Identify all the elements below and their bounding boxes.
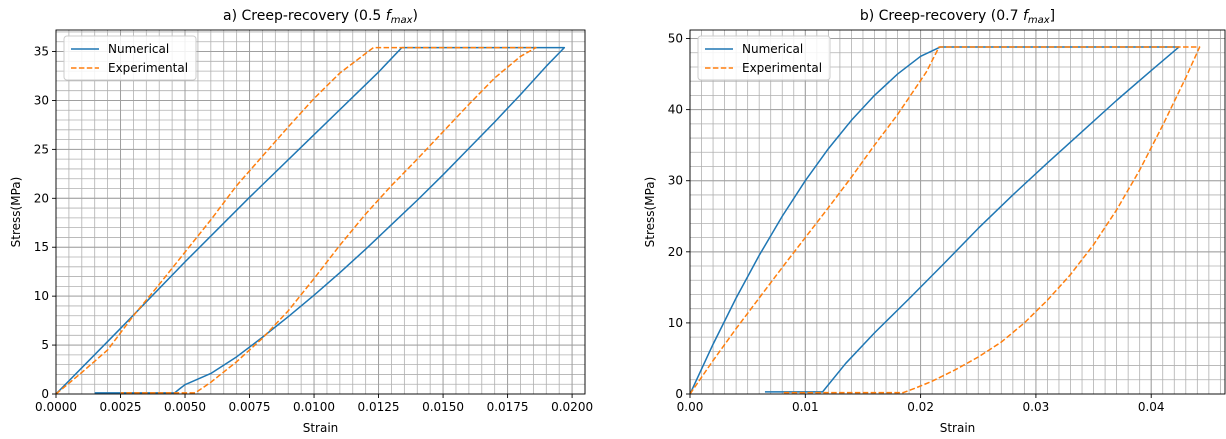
y-tick-label: 50 (668, 32, 683, 46)
x-axis-label: Strain (303, 421, 339, 435)
y-tick-label: 30 (668, 174, 683, 188)
series-line-numerical (56, 46, 566, 394)
x-tick-label: 0.0050 (164, 400, 206, 414)
x-tick-label: 0.00 (677, 400, 704, 414)
legend-box (697, 35, 831, 81)
x-tick-label: 0.0100 (293, 400, 335, 414)
y-tick-label: 35 (34, 45, 49, 59)
legend-label-experimental: Experimental (742, 61, 822, 75)
y-tick-label: 20 (668, 245, 683, 259)
grid (689, 30, 1225, 395)
series-group (690, 46, 1201, 394)
x-tick-label: 0.0000 (35, 400, 77, 414)
legend-label-experimental: Experimental (108, 61, 188, 75)
y-tick-label: 30 (34, 93, 49, 107)
y-tick-label: 0 (675, 387, 683, 401)
x-tick-label: 0.02 (907, 400, 934, 414)
y-tick-label: 15 (34, 240, 49, 254)
y-tick-label: 40 (668, 103, 683, 117)
y-tick-label: 20 (34, 191, 49, 205)
legend: Numerical Experimental (63, 35, 197, 81)
x-tick-label: 0.04 (1138, 400, 1165, 414)
chart-title: b) Creep-recovery (0.7 fmax] (860, 8, 1055, 26)
axes-frame (689, 29, 1226, 395)
series-line-experimental (56, 46, 537, 394)
series-line-experimental (690, 46, 1201, 394)
axes-frame (55, 29, 586, 395)
legend-box (63, 35, 197, 81)
legend-label-numerical: Numerical (108, 42, 169, 56)
chart-panel-a: 0.0000 0.0025 0.0050 0.0075 0.0100 0.0125 0.01… (9, 8, 593, 435)
x-axis-label: Strain (940, 421, 976, 435)
y-axis-label: Stress(MPa) (643, 177, 657, 248)
y-tick-label: 5 (41, 338, 49, 352)
y-tick-label: 10 (668, 316, 683, 330)
x-tick-label: 0.0125 (358, 400, 400, 414)
series-group (56, 46, 566, 394)
x-tick-label: 0.0150 (422, 400, 464, 414)
y-tick-label: 10 (34, 289, 49, 303)
y-tick-label: 0 (41, 387, 49, 401)
plot-area (690, 30, 1225, 394)
legend: Numerical Experimental (697, 35, 831, 81)
chart-panel-b: 0.00 0.01 0.02 0.03 0.04 0 10 20 30 40 50 Strain Str… (643, 8, 1226, 435)
x-tick-label: 0.0025 (100, 400, 142, 414)
x-tick-label: 0.03 (1023, 400, 1050, 414)
x-tick-label: 0.0075 (229, 400, 271, 414)
y-axis-label: Stress(MPa) (9, 177, 23, 248)
chart-title: a) Creep-recovery (0.5 fmax) (223, 8, 418, 26)
x-tick-label: 0.01 (792, 400, 819, 414)
x-tick-label: 0.0200 (551, 400, 593, 414)
plot-area (56, 30, 585, 394)
series-line-numerical (690, 46, 1180, 394)
x-tick-label: 0.0175 (487, 400, 529, 414)
legend-label-numerical: Numerical (742, 42, 803, 56)
y-tick-label: 25 (34, 142, 49, 156)
grid (55, 30, 586, 395)
